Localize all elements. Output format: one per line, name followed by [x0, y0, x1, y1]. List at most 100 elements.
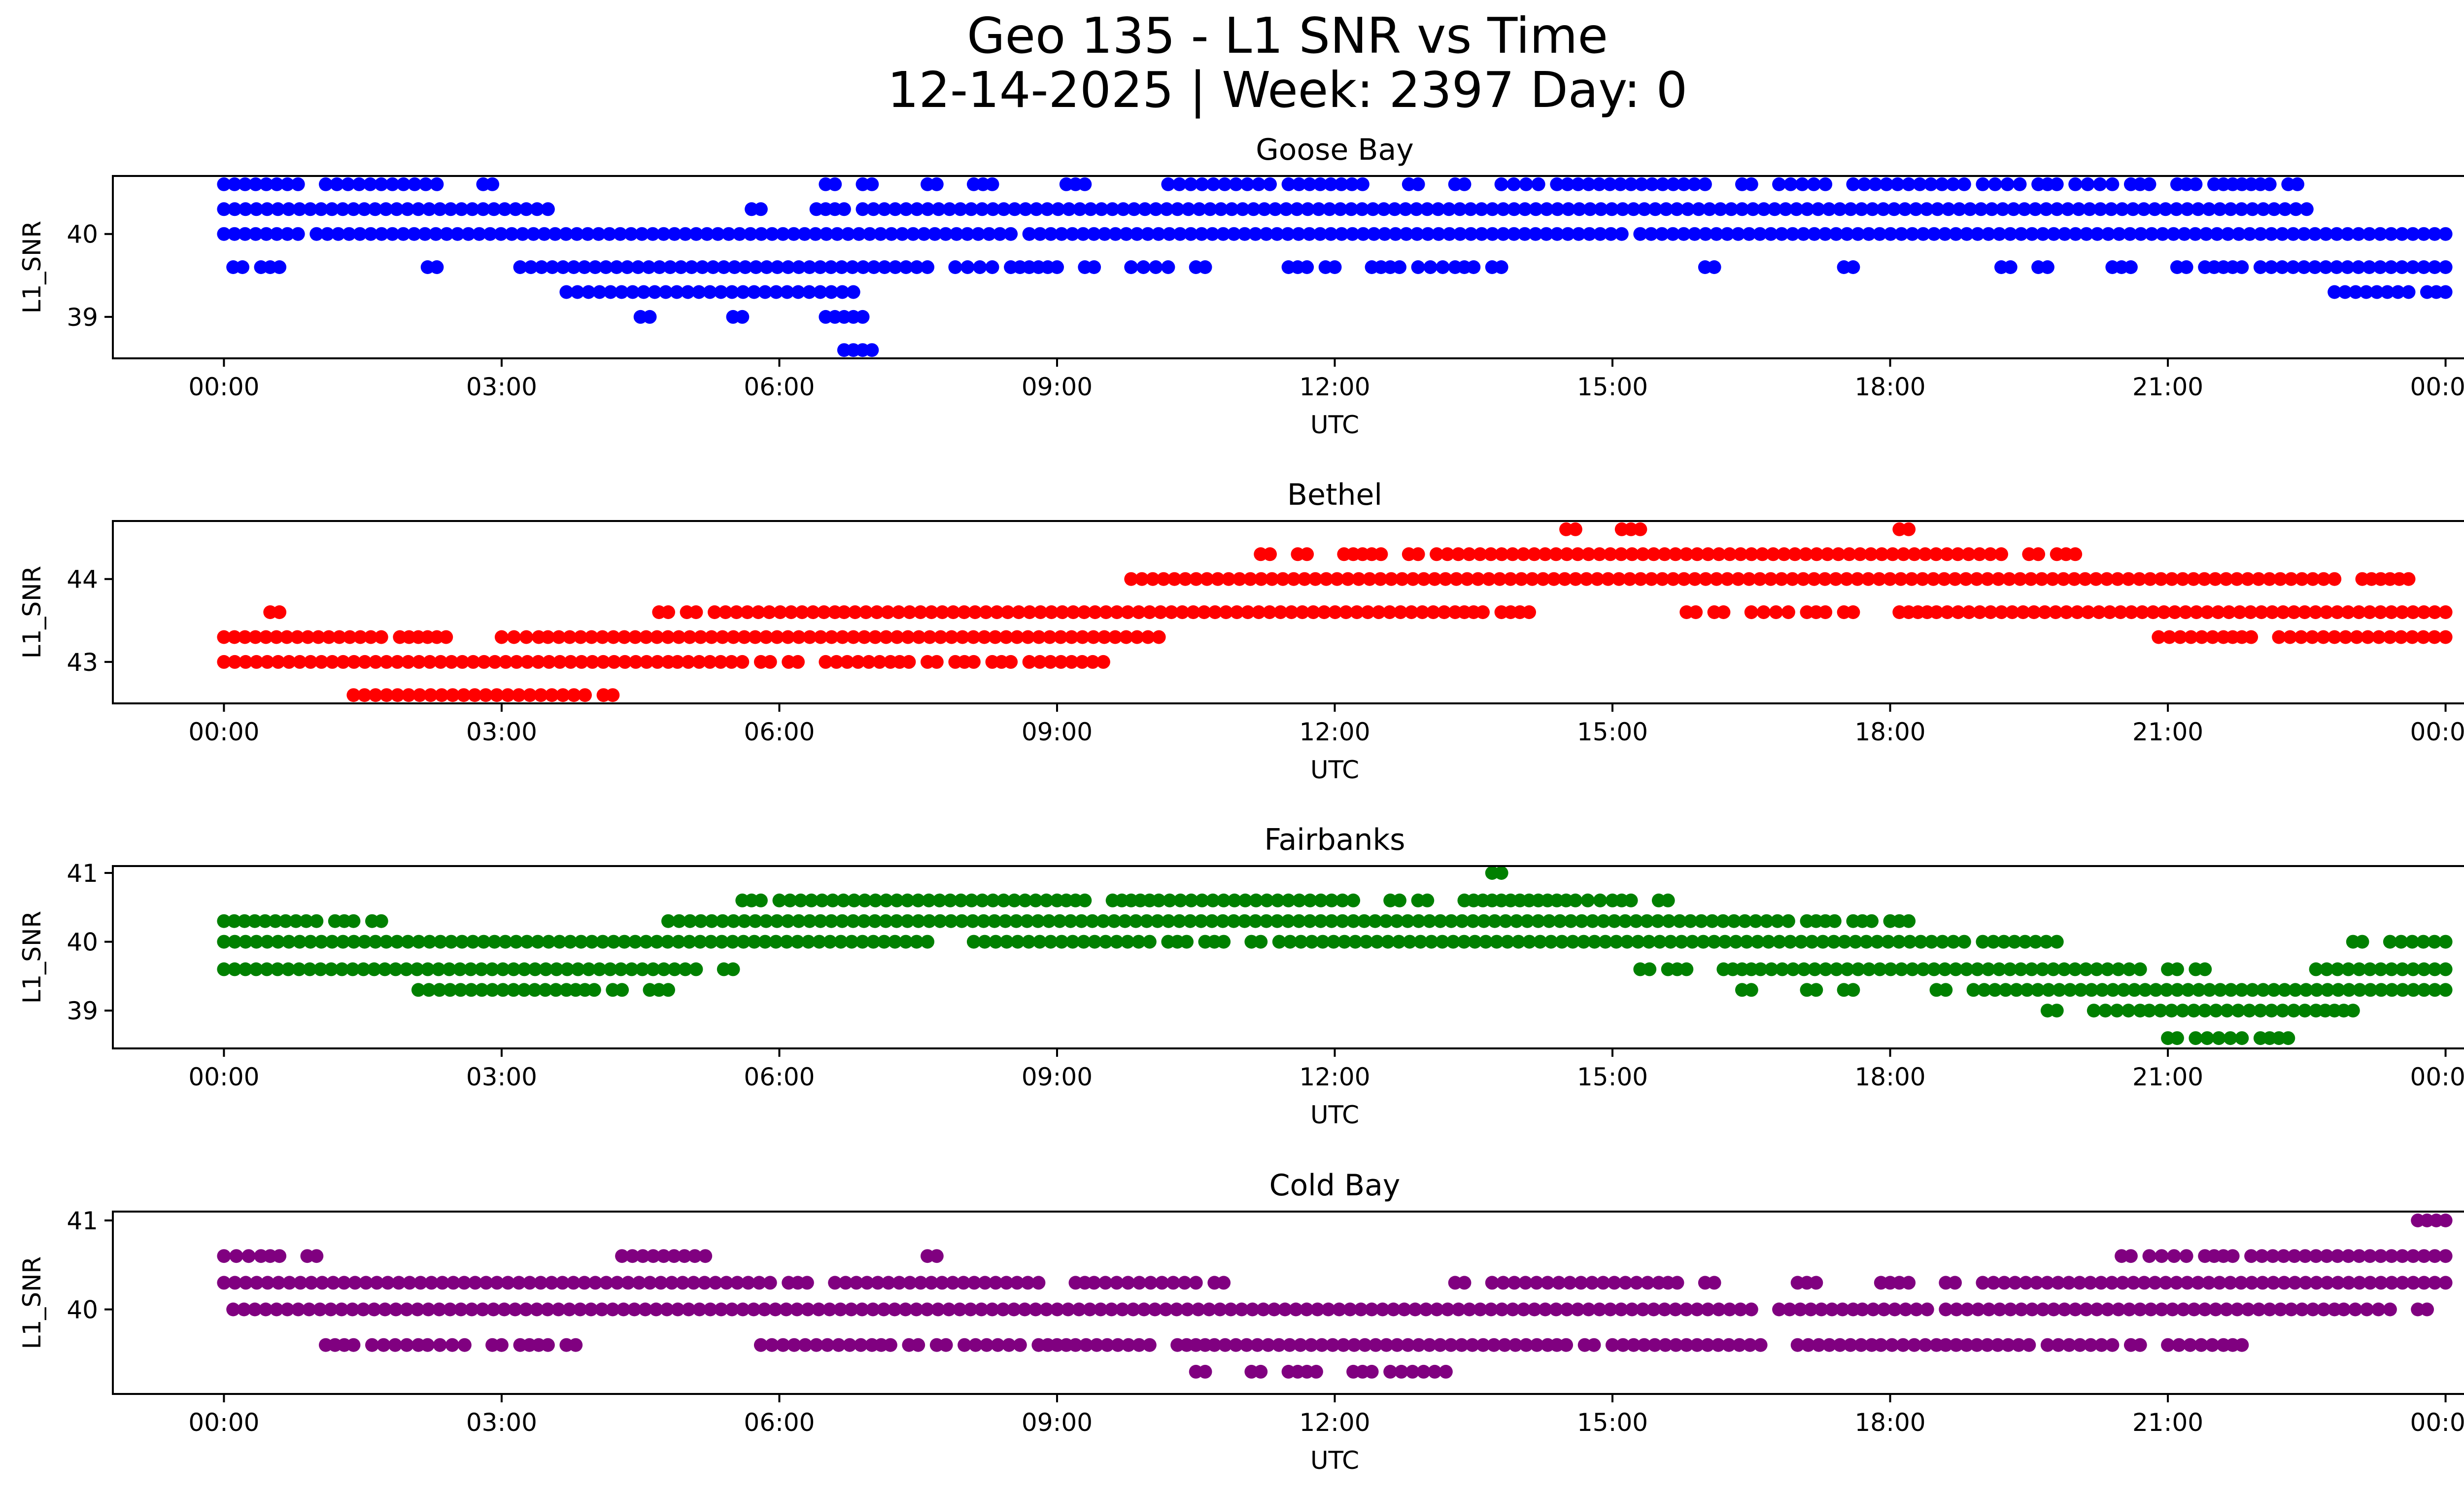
- data-point: [2198, 1004, 2212, 1018]
- data-point: [797, 227, 812, 241]
- data-point: [2310, 983, 2324, 997]
- data-point: [988, 914, 1001, 928]
- data-point: [783, 893, 797, 907]
- data-point: [1698, 177, 1712, 191]
- data-point: [1217, 935, 1231, 949]
- data-point: [624, 962, 639, 976]
- data-point: [1166, 1276, 1180, 1290]
- x-tick-label: 09:00: [1022, 1063, 1093, 1091]
- data-point: [577, 1276, 591, 1290]
- data-point: [881, 605, 895, 619]
- data-point: [819, 655, 833, 669]
- data-point: [2341, 1249, 2356, 1263]
- data-point: [906, 227, 920, 241]
- data-point: [1690, 547, 1704, 561]
- data-point: [541, 202, 555, 216]
- data-point: [445, 688, 460, 702]
- data-point: [1161, 177, 1175, 191]
- data-point: [2098, 1004, 2113, 1018]
- data-point: [1496, 1276, 1510, 1290]
- data-point: [1466, 914, 1480, 928]
- data-point: [840, 655, 855, 669]
- data-point: [435, 1276, 449, 1290]
- data-point: [639, 935, 653, 949]
- data-point: [1438, 1364, 1453, 1379]
- data-point: [1315, 1338, 1329, 1352]
- data-point: [1086, 655, 1100, 669]
- data-point: [1529, 202, 1543, 216]
- data-point: [667, 1249, 681, 1263]
- data-point: [1184, 177, 1198, 191]
- data-point: [1868, 177, 1882, 191]
- data-point: [2370, 285, 2384, 299]
- data-point: [895, 227, 909, 241]
- data-point: [1688, 572, 1702, 586]
- data-point: [606, 688, 620, 702]
- data-point: [921, 202, 935, 216]
- data-point: [313, 962, 328, 976]
- data-point: [1087, 1276, 1101, 1290]
- data-point: [573, 1302, 587, 1317]
- subplot-fairbanks: 00:00 03:00 06:00 09:00 12:00 15:00 18:00 21:00…: [18, 823, 2464, 1129]
- data-point: [483, 227, 497, 241]
- data-point: [635, 962, 650, 976]
- data-point: [1428, 1364, 1442, 1379]
- data-point: [2330, 1249, 2345, 1263]
- data-point: [1883, 962, 1898, 976]
- data-point: [1332, 1302, 1346, 1317]
- data-point: [2428, 1276, 2442, 1290]
- data-point: [1553, 914, 1567, 928]
- data-point: [1896, 1338, 1910, 1352]
- data-point: [1088, 935, 1102, 949]
- data-point: [1572, 202, 1586, 216]
- data-point: [814, 630, 828, 644]
- data-point: [2395, 962, 2409, 976]
- data-point: [1142, 605, 1157, 619]
- data-point: [2245, 202, 2259, 216]
- data-point: [748, 914, 762, 928]
- data-point: [2170, 1031, 2184, 1045]
- data-point: [2115, 202, 2129, 216]
- data-point: [1367, 227, 1381, 241]
- data-point: [1239, 1338, 1254, 1352]
- data-point: [420, 1338, 435, 1352]
- data-point: [2306, 572, 2320, 586]
- data-point: [1851, 227, 1865, 241]
- data-point: [1358, 1338, 1372, 1352]
- y-tick-label: 43: [67, 648, 98, 677]
- data-point: [2232, 605, 2247, 619]
- data-point: [2134, 227, 2148, 241]
- data-point: [2061, 202, 2075, 216]
- data-point: [496, 962, 510, 976]
- data-point: [922, 914, 936, 928]
- data-point: [854, 1338, 868, 1352]
- data-point: [1981, 572, 1995, 586]
- data-point: [1930, 202, 1945, 216]
- data-point: [2371, 1302, 2386, 1317]
- data-point: [1679, 1338, 1694, 1352]
- data-point: [1141, 630, 1155, 644]
- data-point: [935, 1276, 949, 1290]
- data-point: [1403, 935, 1417, 949]
- data-point: [1496, 202, 1510, 216]
- data-point: [1587, 935, 1602, 949]
- data-point: [1994, 547, 2008, 561]
- data-point: [1746, 202, 1760, 216]
- data-point: [1022, 935, 1036, 949]
- data-point: [1894, 572, 1908, 586]
- data-point: [241, 1249, 256, 1263]
- data-point: [1764, 227, 1778, 241]
- x-axis-label: UTC: [1310, 1101, 1359, 1129]
- data-point: [2235, 1031, 2249, 1045]
- data-point: [809, 1338, 823, 1352]
- data-point: [2309, 1276, 2324, 1290]
- data-point: [2225, 1249, 2240, 1263]
- data-point: [636, 1249, 650, 1263]
- data-point: [770, 630, 784, 644]
- data-point: [2278, 983, 2292, 997]
- data-point: [260, 962, 274, 976]
- data-point: [939, 227, 953, 241]
- data-point: [768, 1302, 783, 1317]
- data-point: [374, 177, 388, 191]
- data-point: [1281, 914, 1295, 928]
